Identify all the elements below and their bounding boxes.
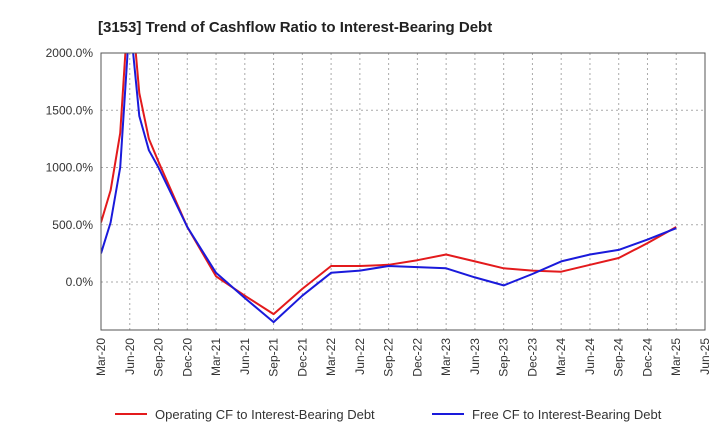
x-tick-label: Dec-22 <box>410 338 424 377</box>
series-line-1 <box>101 53 677 316</box>
x-tick-label: Sep-24 <box>612 338 626 377</box>
y-tick-label: 500.0% <box>52 218 93 232</box>
y-tick-labels: 2000.0% 1500.0% 1000.0% 500.0% 0.0% <box>46 46 94 289</box>
y-tick-label: 2000.0% <box>46 46 94 60</box>
x-tick-label: Mar-23 <box>439 338 453 376</box>
x-tick-label: Mar-21 <box>209 338 223 376</box>
x-tick-label: Sep-21 <box>267 338 281 377</box>
x-tick-label: Jun-21 <box>238 338 252 375</box>
y-tick-label: 0.0% <box>66 275 94 289</box>
x-tick-label: Dec-21 <box>295 338 309 377</box>
legend-label-1: Operating CF to Interest-Bearing Debt <box>155 407 375 422</box>
x-tick-label: Jun-25 <box>698 338 712 375</box>
x-tick-label: Mar-20 <box>94 338 108 376</box>
x-tick-label: Jun-23 <box>468 338 482 375</box>
series-line-2 <box>101 53 677 324</box>
x-tick-label: Dec-20 <box>180 338 194 377</box>
series-layer <box>101 53 677 324</box>
x-tick-label: Sep-22 <box>382 338 396 377</box>
x-tick-labels: Mar-20 Jun-20 Sep-20 Dec-20 Mar-21 Jun-21 Sep-… <box>94 338 712 377</box>
x-tick-label: Dec-24 <box>640 338 654 377</box>
grid-layer <box>100 52 706 330</box>
x-tick-label: Mar-25 <box>669 338 683 376</box>
legend-label-2: Free CF to Interest-Bearing Debt <box>472 407 662 422</box>
x-tick-label: Jun-22 <box>353 338 367 375</box>
x-tick-label: Jun-20 <box>123 338 137 375</box>
y-tick-label: 1500.0% <box>46 103 94 117</box>
x-tick-label: Sep-23 <box>497 338 511 377</box>
legend: Operating CF to Interest-Bearing Debt Fre… <box>115 407 662 422</box>
y-tick-label: 1000.0% <box>46 161 94 175</box>
x-tick-label: Mar-24 <box>554 338 568 376</box>
chart-title: [3153] Trend of Cashflow Ratio to Intere… <box>98 19 492 36</box>
plot-frame <box>100 52 706 331</box>
x-tick-label: Jun-24 <box>583 338 597 375</box>
x-tick-label: Mar-22 <box>324 338 338 376</box>
x-tick-label: Dec-23 <box>525 338 539 377</box>
x-tick-label: Sep-20 <box>152 338 166 377</box>
